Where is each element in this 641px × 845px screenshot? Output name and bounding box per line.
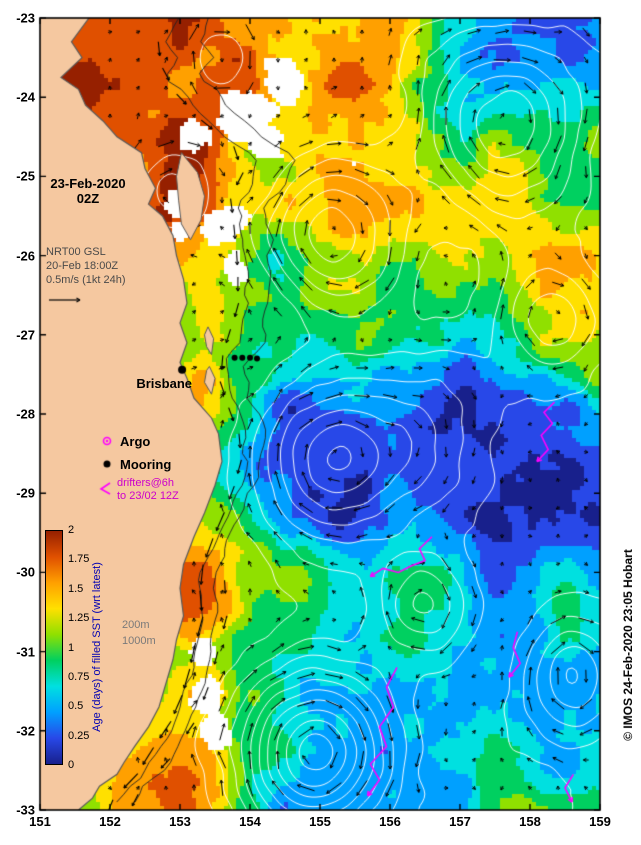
colorbar-tick-label: 1.75: [68, 553, 90, 566]
model-name: NRT00 GSL: [46, 246, 106, 258]
y-tick-label: -25: [16, 168, 35, 184]
x-tick-label: 158: [519, 814, 541, 829]
isobath-200-label: 200m: [122, 619, 150, 631]
x-tick-label: 154: [239, 814, 261, 829]
map-datetime: 23-Feb-2020 02Z: [42, 176, 134, 206]
brisbane-label: Brisbane: [136, 376, 192, 391]
isobath-1000-label: 1000m: [122, 635, 156, 647]
legend-drifters-line1: drifters@6h: [117, 477, 175, 489]
legend-drifters-label: drifters@6h to 23/02 12Z: [117, 477, 179, 503]
map-date: 23-Feb-2020: [50, 176, 126, 191]
colorbar-tick-label: 0: [68, 759, 75, 771]
map-hour: 02Z: [76, 191, 100, 206]
x-tick-label: 157: [449, 814, 471, 829]
y-tick-label: -30: [16, 564, 35, 580]
y-tick-label: -24: [16, 89, 35, 105]
x-tick-label: 153: [169, 814, 191, 829]
x-tick-label: 152: [99, 814, 121, 829]
colorbar-tick-label: 2: [68, 524, 75, 536]
legend-drifters-line2: to 23/02 12Z: [117, 490, 179, 502]
colorbar-tick-label: 1.5: [68, 582, 84, 595]
colorbar-tick-label: 1.25: [68, 612, 90, 625]
colorbar-tick-label: 0.25: [68, 729, 90, 742]
y-tick-label: -23: [16, 10, 35, 26]
y-tick-label: -26: [16, 248, 35, 264]
colorbar-tick-label: 1: [68, 641, 75, 654]
y-tick-label: -29: [16, 485, 35, 501]
copyright-text: © IMOS 24-Feb-2020 23:05 Hobart: [621, 549, 635, 741]
x-tick-label: 155: [309, 814, 331, 829]
x-tick-label: 151: [29, 814, 51, 829]
colorbar-tick-label: 0.75: [68, 670, 90, 683]
y-tick-label: -28: [16, 406, 35, 422]
legend-mooring-label: Mooring: [120, 457, 172, 472]
model-time: 20-Feb 18:00Z: [46, 260, 119, 272]
x-tick-label: 159: [589, 814, 611, 829]
isobath-labels: 200m 1000m: [122, 617, 156, 649]
colorbar-label: Age (days) of filled SST (wrt latest): [91, 562, 103, 732]
model-info: NRT00 GSL 20-Feb 18:00Z 0.5m/s (1kt 24h): [46, 245, 125, 287]
vector-scale-label: 0.5m/s (1kt 24h): [46, 274, 126, 286]
y-tick-label: -32: [16, 723, 35, 739]
colorbar-gradient: [45, 530, 63, 765]
x-tick-label: 156: [379, 814, 401, 829]
y-tick-label: -27: [16, 327, 35, 343]
legend-argo-label: Argo: [120, 434, 151, 449]
y-tick-label: -31: [16, 644, 35, 660]
colorbar-tick-label: 0.5: [68, 700, 84, 713]
y-tick-label: -33: [16, 802, 35, 818]
